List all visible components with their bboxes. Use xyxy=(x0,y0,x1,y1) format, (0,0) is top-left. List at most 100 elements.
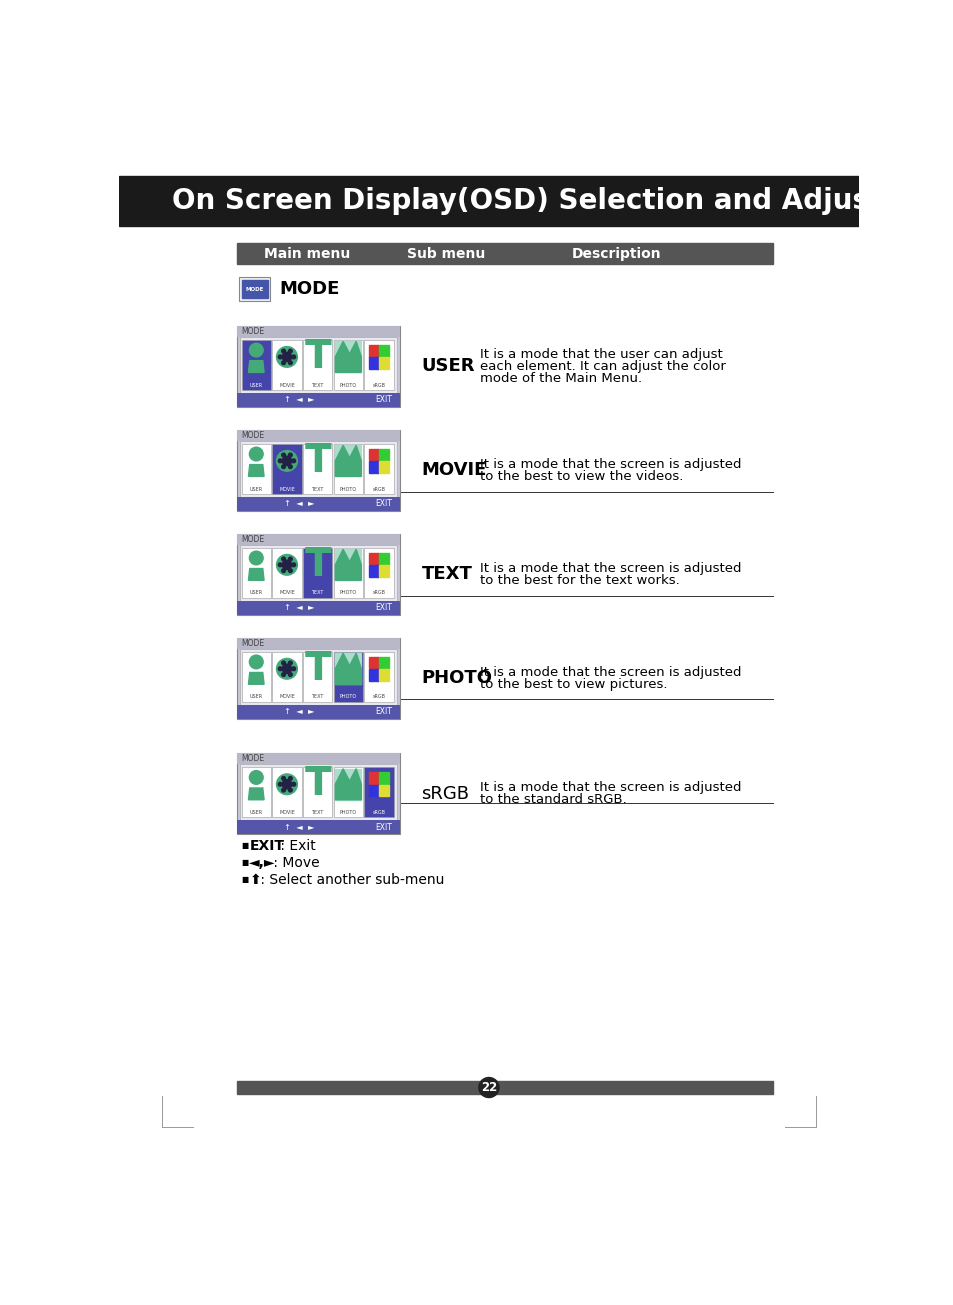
Circle shape xyxy=(278,783,282,786)
Text: EXIT: EXIT xyxy=(375,500,392,509)
Circle shape xyxy=(292,667,295,671)
Text: MOVIE: MOVIE xyxy=(278,694,294,699)
Circle shape xyxy=(249,448,263,461)
Text: It is a mode that the screen is adjusted: It is a mode that the screen is adjusted xyxy=(479,561,740,574)
Circle shape xyxy=(288,465,292,468)
Bar xyxy=(241,548,271,598)
Bar xyxy=(335,654,361,684)
Bar xyxy=(379,656,389,668)
Text: ■: ■ xyxy=(241,842,249,851)
Bar xyxy=(379,565,389,577)
Bar xyxy=(236,821,399,834)
Bar xyxy=(334,548,362,598)
Bar xyxy=(335,549,361,581)
Bar xyxy=(239,278,270,300)
Text: MODE: MODE xyxy=(241,326,265,335)
Circle shape xyxy=(276,347,297,367)
Text: MOVIE: MOVIE xyxy=(278,382,294,388)
Circle shape xyxy=(249,771,263,784)
Text: It is a mode that the screen is adjusted: It is a mode that the screen is adjusted xyxy=(479,458,740,471)
Bar xyxy=(240,441,396,497)
Text: EXIT: EXIT xyxy=(375,822,392,831)
Bar xyxy=(379,358,389,369)
Circle shape xyxy=(288,662,292,664)
Text: sRGB: sRGB xyxy=(421,784,469,803)
Polygon shape xyxy=(335,445,361,476)
Circle shape xyxy=(281,662,285,664)
Text: It is a mode that the screen is adjusted: It is a mode that the screen is adjusted xyxy=(479,782,740,795)
Circle shape xyxy=(249,343,263,356)
Text: MOVIE: MOVIE xyxy=(278,487,294,492)
Text: ↑  ◄  ►: ↑ ◄ ► xyxy=(283,707,314,716)
Text: ⬆: ⬆ xyxy=(249,873,261,886)
Bar xyxy=(334,339,362,390)
Bar xyxy=(334,444,362,493)
Bar xyxy=(236,326,399,337)
Bar xyxy=(303,767,332,817)
Bar xyxy=(241,651,271,702)
Bar xyxy=(369,345,378,356)
Bar xyxy=(241,279,268,299)
Circle shape xyxy=(276,555,297,576)
Circle shape xyxy=(288,557,292,561)
Bar xyxy=(379,345,389,356)
Text: USER: USER xyxy=(250,810,263,814)
Bar xyxy=(364,444,394,493)
Circle shape xyxy=(278,562,282,566)
Text: ↑  ◄  ►: ↑ ◄ ► xyxy=(283,603,314,612)
Bar xyxy=(273,767,301,817)
Circle shape xyxy=(288,788,292,792)
Circle shape xyxy=(281,361,285,364)
Text: T: T xyxy=(304,338,331,376)
Bar xyxy=(241,339,271,390)
Text: USER: USER xyxy=(250,487,263,492)
Bar xyxy=(379,461,389,472)
Circle shape xyxy=(281,465,285,468)
Bar xyxy=(236,705,399,719)
Text: USER: USER xyxy=(250,382,263,388)
Text: to the standard sRGB.: to the standard sRGB. xyxy=(479,793,626,806)
Text: sRGB: sRGB xyxy=(372,694,385,699)
Circle shape xyxy=(276,774,297,795)
Bar xyxy=(364,767,394,817)
Bar xyxy=(236,638,399,649)
Text: PHOTO: PHOTO xyxy=(339,382,356,388)
Bar xyxy=(303,651,332,702)
Text: On Screen Display(OSD) Selection and Adjustment: On Screen Display(OSD) Selection and Adj… xyxy=(172,187,953,215)
Circle shape xyxy=(276,659,297,679)
Bar xyxy=(273,444,301,493)
Bar xyxy=(303,339,332,390)
Text: MODE: MODE xyxy=(279,281,339,298)
Circle shape xyxy=(282,352,292,361)
Bar xyxy=(240,765,396,821)
Text: : Select another sub-menu: : Select another sub-menu xyxy=(255,873,444,886)
Bar xyxy=(369,656,378,668)
Bar xyxy=(241,767,271,817)
Bar xyxy=(379,449,389,461)
Text: PHOTO: PHOTO xyxy=(339,487,356,492)
Text: TEXT: TEXT xyxy=(311,810,323,814)
Bar xyxy=(236,638,399,719)
Bar xyxy=(273,548,301,598)
Text: sRGB: sRGB xyxy=(372,590,385,595)
Text: : Move: : Move xyxy=(269,856,319,869)
Bar xyxy=(240,337,396,393)
Bar xyxy=(236,600,399,615)
Text: : Exit: : Exit xyxy=(275,839,315,852)
Circle shape xyxy=(281,453,285,457)
Text: ↑  ◄  ►: ↑ ◄ ► xyxy=(283,500,314,509)
Text: Main menu: Main menu xyxy=(263,247,350,261)
Text: PHOTO: PHOTO xyxy=(421,669,492,688)
Circle shape xyxy=(278,459,282,463)
Text: ■: ■ xyxy=(241,859,249,868)
Circle shape xyxy=(278,667,282,671)
Text: USER: USER xyxy=(250,694,263,699)
Polygon shape xyxy=(248,672,264,684)
Text: PHOTO: PHOTO xyxy=(339,590,356,595)
Text: TEXT: TEXT xyxy=(311,590,323,595)
Bar xyxy=(273,339,301,390)
Bar xyxy=(364,339,394,390)
Bar xyxy=(236,753,399,834)
Circle shape xyxy=(278,355,282,359)
Bar xyxy=(364,651,394,702)
